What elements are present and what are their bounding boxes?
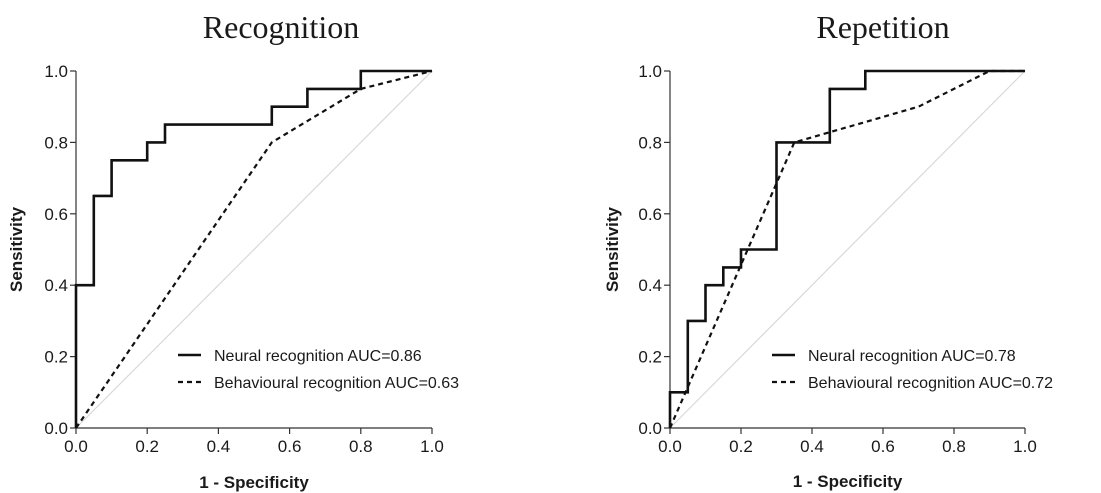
x-tick-label: 0.6 bbox=[871, 437, 895, 456]
y-tick-label: 0.6 bbox=[44, 205, 68, 224]
x-tick-label: 0.4 bbox=[800, 437, 824, 456]
legend-label: Behavioural recognition AUC=0.63 bbox=[214, 375, 459, 392]
y-tick-label: 0.0 bbox=[638, 419, 662, 438]
y-tick-label: 0.4 bbox=[638, 276, 662, 295]
chart-panel-1: Recognition 0.0 0.2 0.4 0.6 0.8 1.0 0.0 0.2 0.4 0.… bbox=[7, 9, 459, 492]
y-tick-label: 0.0 bbox=[44, 419, 68, 438]
behavioural-roc-curve bbox=[668, 69, 1025, 429]
y-axis-title: Sensitivity bbox=[7, 206, 26, 292]
y-tick-label: 1.0 bbox=[638, 62, 662, 81]
x-tick-label: 0.0 bbox=[64, 437, 88, 456]
x-tick-label: 0.8 bbox=[942, 437, 966, 456]
y-tick-label: 0.4 bbox=[44, 276, 68, 295]
x-axis-title: 1 - Specificity bbox=[793, 472, 903, 491]
x-tick-label: 0.6 bbox=[278, 437, 302, 456]
chart-title: Repetition bbox=[816, 9, 949, 45]
y-tick-label: 1.0 bbox=[44, 62, 68, 81]
legend-label: Neural recognition AUC=0.78 bbox=[808, 348, 1016, 365]
y-tick-label: 0.2 bbox=[638, 348, 662, 367]
y-tick-label: 0.8 bbox=[44, 133, 68, 152]
x-tick-label: 0.2 bbox=[135, 437, 159, 456]
y-tick-label: 0.6 bbox=[638, 205, 662, 224]
x-tick-label: 0.2 bbox=[729, 437, 753, 456]
chart-title: Recognition bbox=[203, 9, 359, 45]
behavioural-roc-curve bbox=[75, 69, 433, 429]
x-tick-label: 1.0 bbox=[420, 437, 444, 456]
x-tick-label: 1.0 bbox=[1013, 437, 1037, 456]
chart-panel-2: Repetition 0.0 0.2 0.4 0.6 0.8 1.0 0.0 0.2 0.4 0.6… bbox=[603, 9, 1053, 491]
reference-diagonal-line bbox=[75, 70, 433, 429]
x-tick-label: 0.0 bbox=[658, 437, 682, 456]
y-tick-label: 0.2 bbox=[44, 348, 68, 367]
reference-diagonal-line bbox=[669, 70, 1026, 429]
y-axis-title: Sensitivity bbox=[603, 206, 622, 292]
x-tick-label: 0.4 bbox=[207, 437, 231, 456]
legend-label: Behavioural recognition AUC=0.72 bbox=[808, 375, 1053, 392]
x-axis-title: 1 - Specificity bbox=[199, 473, 309, 492]
neural-roc-curve bbox=[74, 69, 432, 428]
legend-label: Neural recognition AUC=0.86 bbox=[214, 348, 422, 365]
y-tick-label: 0.8 bbox=[638, 133, 662, 152]
x-tick-label: 0.8 bbox=[349, 437, 373, 456]
